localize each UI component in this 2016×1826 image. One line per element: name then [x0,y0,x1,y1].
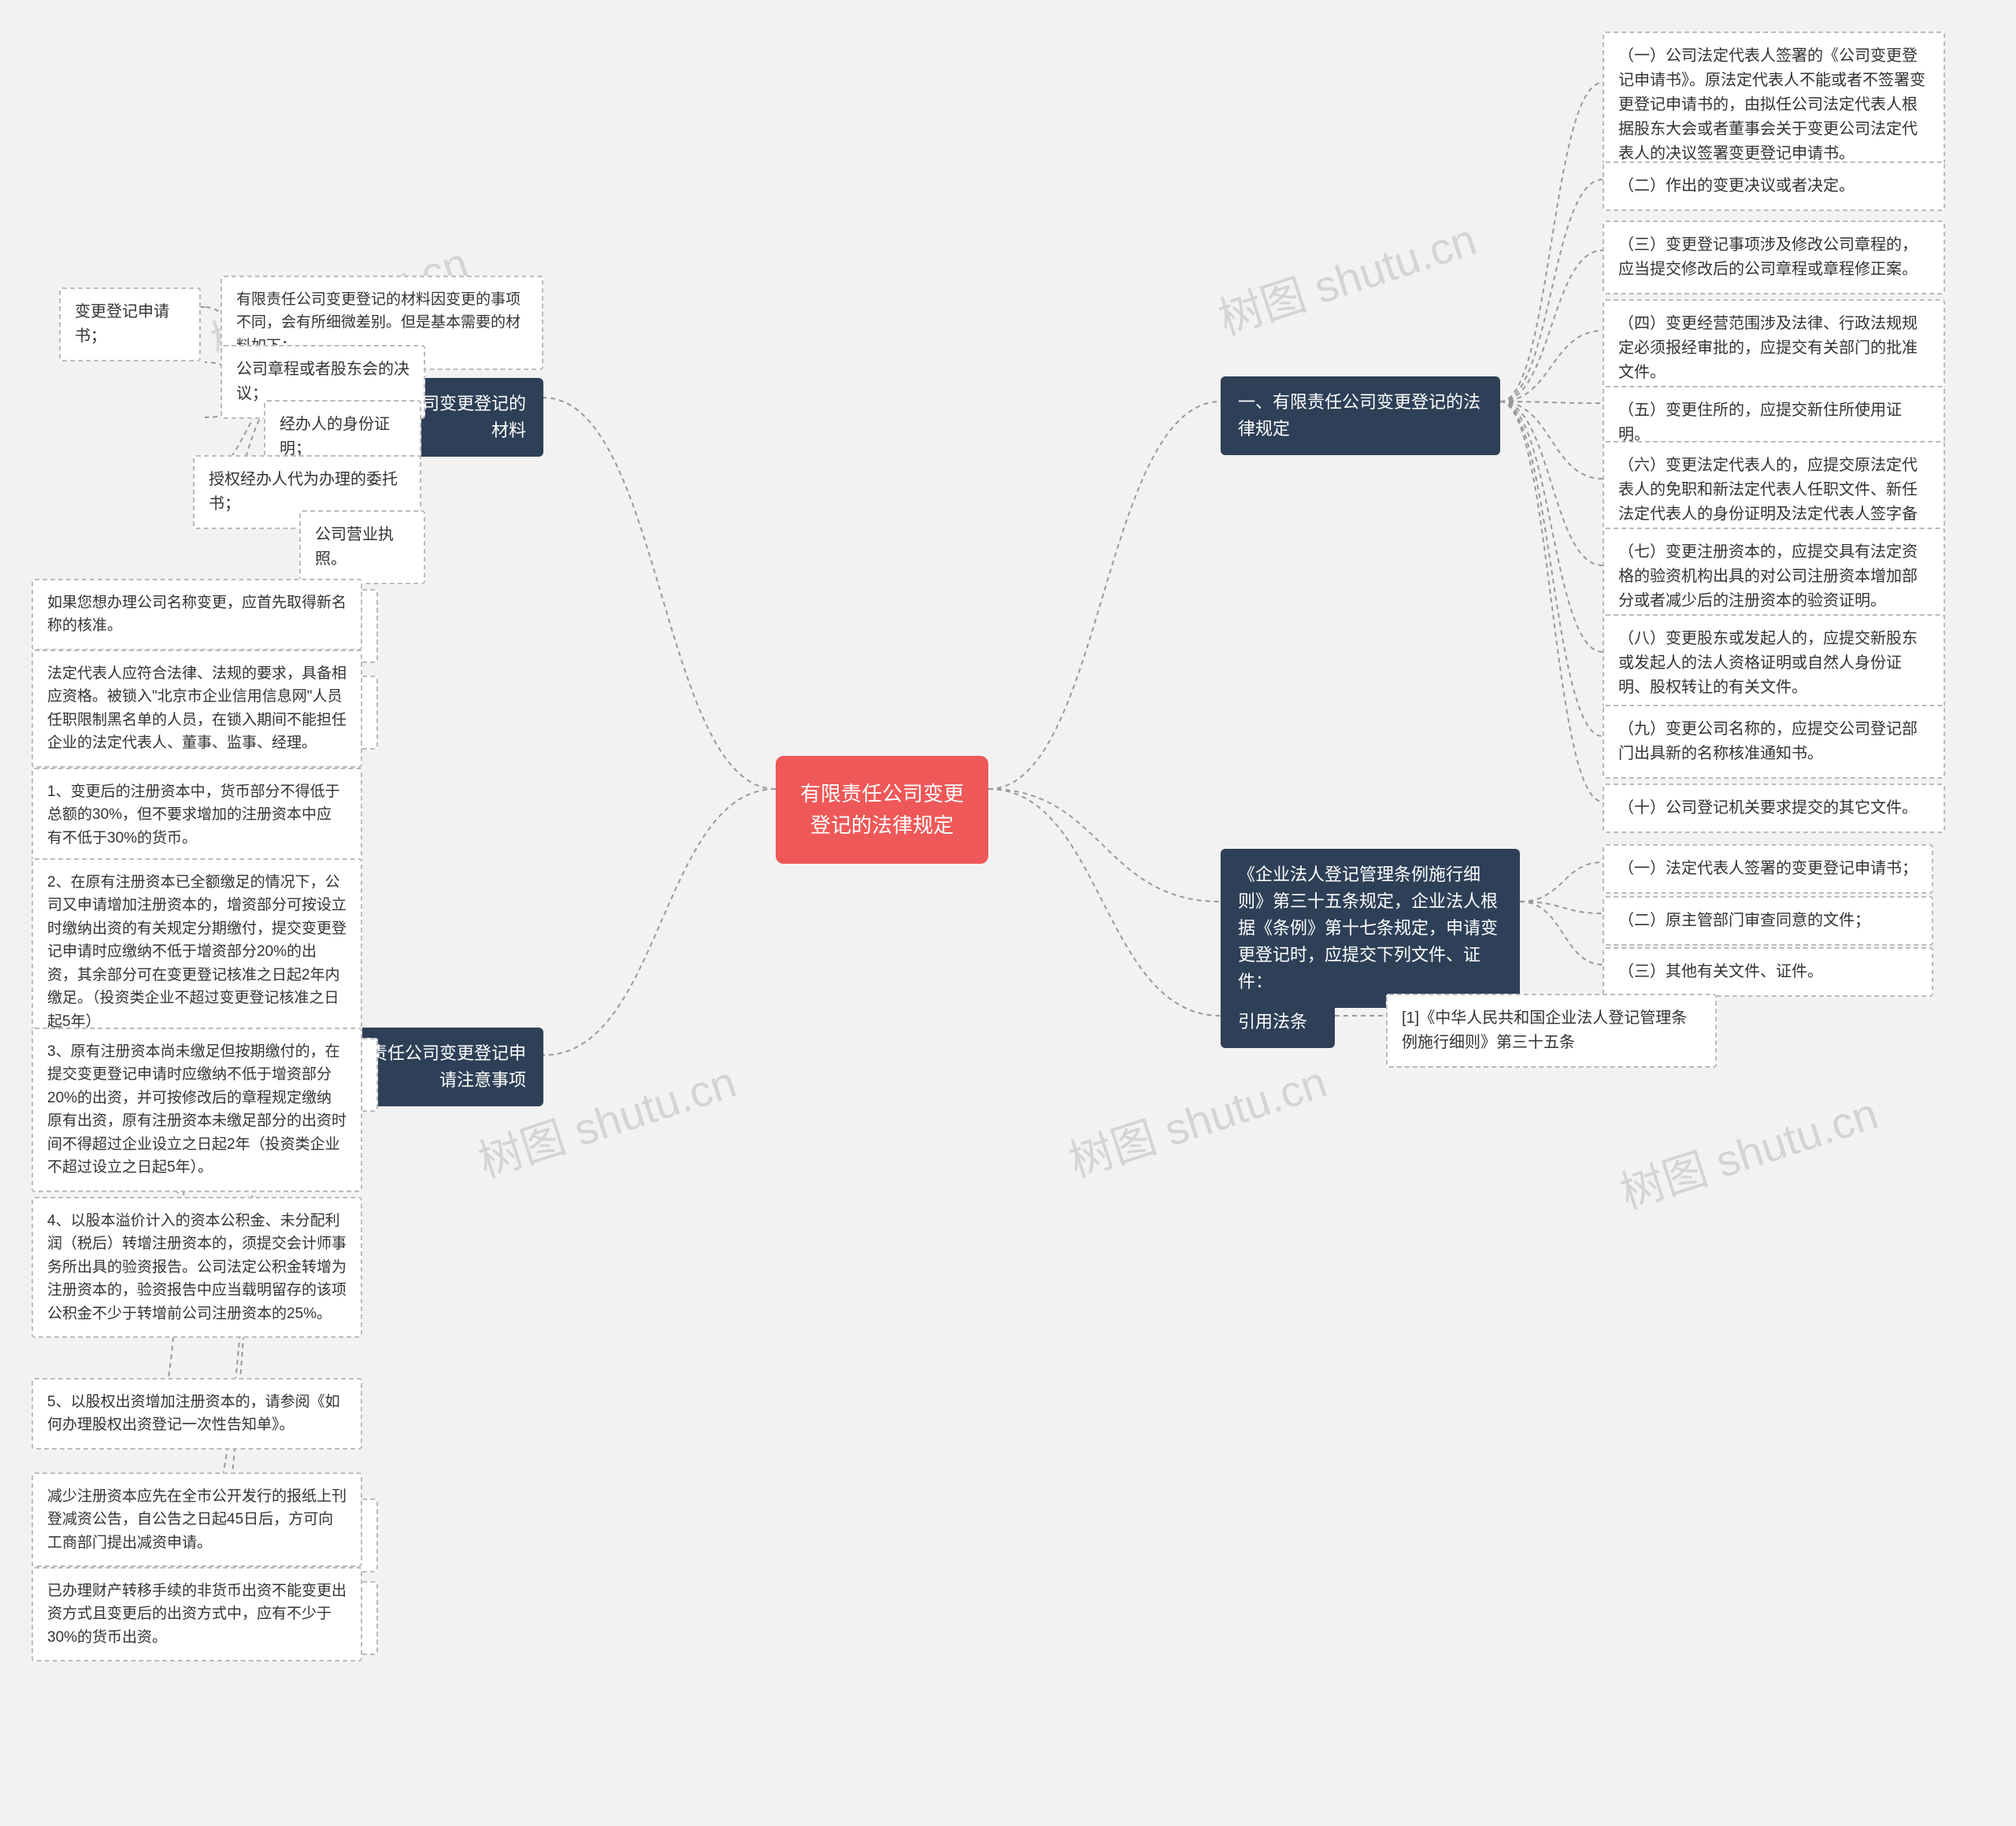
l2-item-3-ext: 减少注册资本应先在全市公开发行的报纸上刊登减资公告，自公告之日起45日后，方可向… [32,1472,362,1567]
root-node: 有限责任公司变更登记的法律规定 [776,756,988,864]
l1-item-0: 变更登记申请书； [59,287,201,361]
l2-item-2-ext-4: 5、以股权出资增加注册资本的，请参阅《如何办理股权出资登记一次性告知单》。 [32,1378,362,1450]
r2-item-0: （一）法定代表人签署的变更登记申请书； [1603,844,1933,894]
r1-item-2: （三）变更登记事项涉及修改公司章程的，应当提交修改后的公司章程或章程修正案。 [1603,220,1945,294]
l2-item-2-ext-1: 2、在原有注册资本已全额缴足的情况下，公司又申请增加注册资本的，增资部分可按设立… [32,858,362,1046]
r1-item-7: （八）变更股东或发起人的，应提交新股东或发起人的法人资格证明或自然人身份证明、股… [1603,614,1945,713]
branch-r3: 引用法条 [1221,996,1335,1048]
r1-item-3: （四）变更经营范围涉及法律、行政法规规定必须报经审批的，应提交有关部门的批准文件… [1603,299,1945,398]
r3-item-0: [1]《中华人民共和国企业法人登记管理条例施行细则》第三十五条 [1386,994,1717,1068]
l2-item-2-ext-0: 1、变更后的注册资本中，货币部分不得低于总额的30%，但不要求增加的注册资本中应… [32,768,362,862]
l2-item-2-ext-3: 4、以股本溢价计入的资本公积金、未分配利润（税后）转增注册资本的，须提交会计师事… [32,1197,362,1338]
r1-item-9: （十）公司登记机关要求提交的其它文件。 [1603,783,1945,833]
l2-item-1-ext: 法定代表人应符合法律、法规的要求，具备相应资格。被锁入"北京市企业信用信息网"人… [32,650,362,768]
r2-item-2: （三）其他有关文件、证件。 [1603,947,1933,997]
watermark: 树图 shutu.cn [1210,205,1484,348]
r1-item-8: （九）变更公司名称的，应提交公司登记部门出具新的名称核准通知书。 [1603,705,1945,779]
watermark: 树图 shutu.cn [1060,1047,1334,1191]
l2-item-0-ext: 如果您想办理公司名称变更，应首先取得新名称的核准。 [32,579,362,650]
watermark: 树图 shutu.cn [1611,1079,1885,1222]
branch-r2: 《企业法人登记管理条例施行细则》第三十五条规定，企业法人根据《条例》第十七条规定… [1221,849,1520,1008]
r2-item-1: （二）原主管部门审查同意的文件； [1603,896,1933,946]
r1-item-1: （二）作出的变更决议或者决定。 [1603,161,1945,211]
r1-item-0: （一）公司法定代表人签署的《公司变更登记申请书》。原法定代表人不能或者不签署变更… [1603,31,1945,179]
l2-item-4-ext: 已办理财产转移手续的非货币出资不能变更出资方式且变更后的出资方式中，应有不少于3… [32,1567,362,1661]
r1-item-6: （七）变更注册资本的，应提交具有法定资格的验资机构出具的对公司注册资本增加部分或… [1603,528,1945,626]
l1-item-4: 公司营业执照。 [299,510,425,584]
l2-item-2-ext-2: 3、原有注册资本尚未缴足但按期缴付的，在提交变更登记申请时应缴纳不低于增资部分2… [32,1028,362,1192]
branch-r1: 一、有限责任公司变更登记的法律规定 [1221,376,1500,455]
